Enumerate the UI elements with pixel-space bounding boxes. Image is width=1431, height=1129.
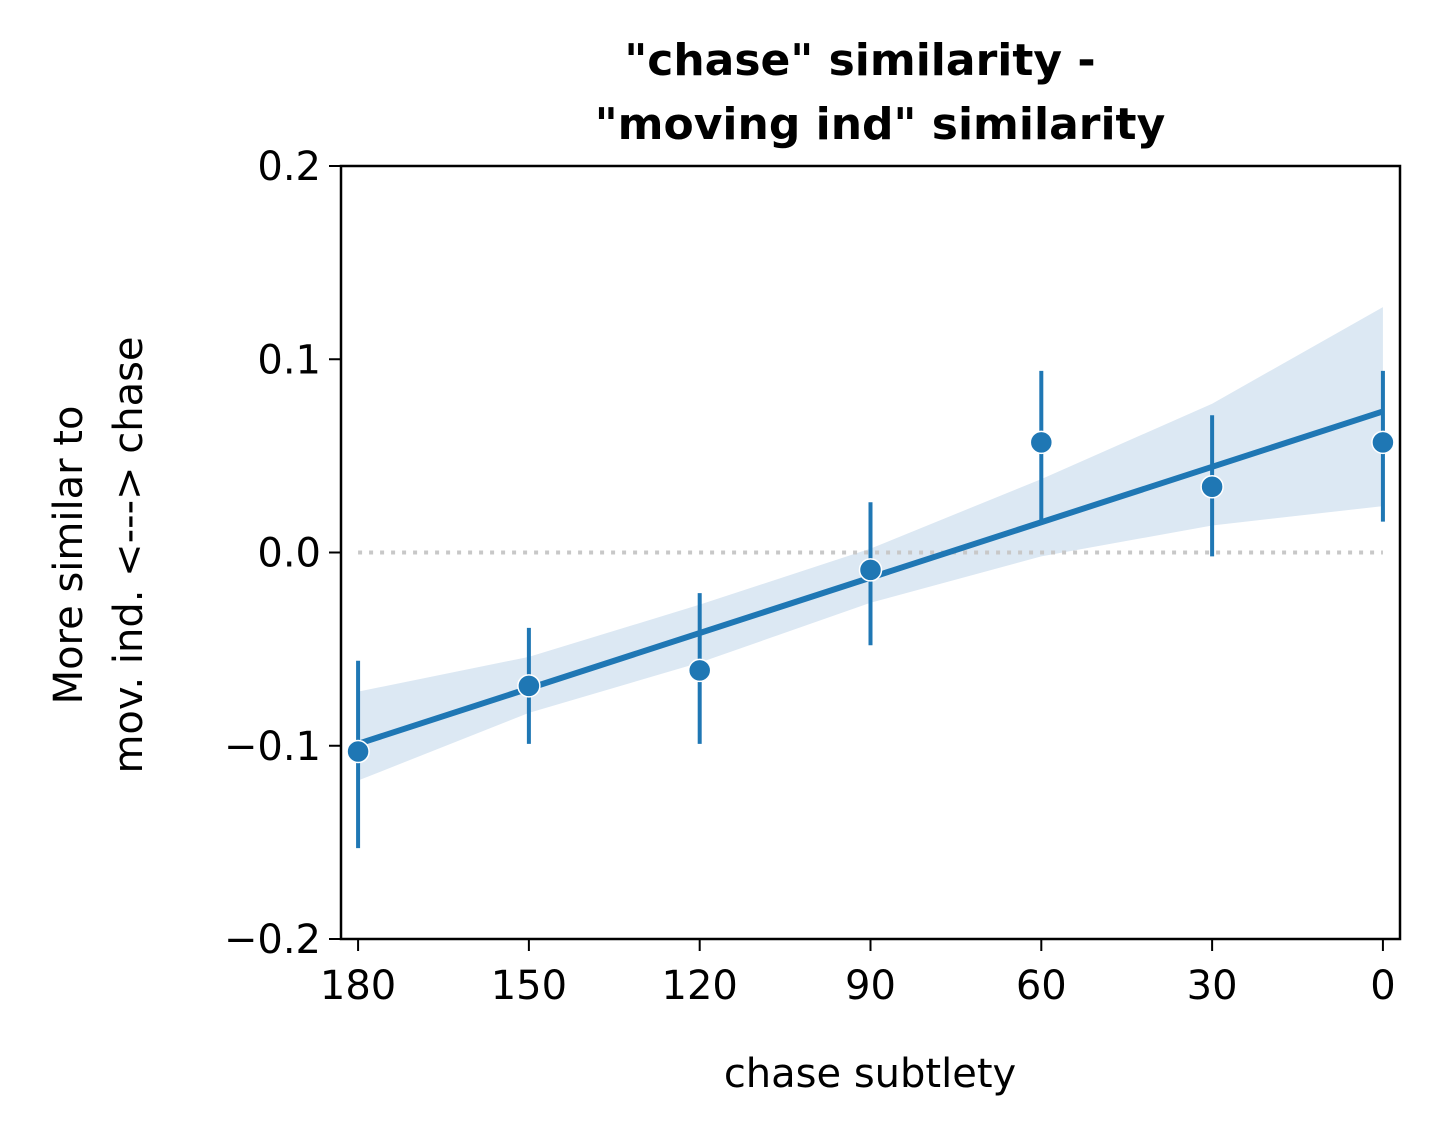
chart-title: "chase" similarity - "moving ind" simila… bbox=[595, 35, 1166, 150]
y-axis-label-line-2: mov. ind. <---> chase bbox=[106, 336, 152, 773]
data-point-5 bbox=[1200, 475, 1224, 499]
data-point-2 bbox=[687, 658, 712, 683]
x-tick-label-5: 30 bbox=[1187, 963, 1238, 1009]
data-point-4 bbox=[1029, 430, 1054, 455]
data-point-6 bbox=[1371, 430, 1395, 455]
x-tick-label-3: 90 bbox=[845, 963, 896, 1009]
y-tick-label-1: 0.1 bbox=[257, 337, 321, 383]
data-point-0 bbox=[346, 739, 370, 764]
x-tick-label-1: 150 bbox=[491, 963, 567, 1009]
x-axis-label: chase subtlety bbox=[724, 1051, 1016, 1097]
x-tick-label-2: 120 bbox=[662, 963, 738, 1009]
y-tick-label-0: 0.2 bbox=[257, 144, 321, 190]
chart-title-line-1: "chase" similarity - bbox=[624, 35, 1095, 86]
chart-title-line-2: "moving ind" similarity bbox=[595, 99, 1166, 150]
plot-area bbox=[346, 307, 1395, 849]
x-tick-label-4: 60 bbox=[1016, 963, 1067, 1009]
y-tick-label-2: 0.0 bbox=[257, 531, 321, 577]
y-tick-label-4: −0.2 bbox=[224, 917, 321, 963]
data-point-3 bbox=[858, 558, 883, 582]
y-axis-label-line-1: More similar to bbox=[46, 406, 92, 705]
x-tick-label-0: 180 bbox=[320, 963, 396, 1009]
y-axis-label: More similar to mov. ind. <---> chase bbox=[46, 336, 152, 773]
x-axis: 180 150 120 90 60 30 0 bbox=[320, 939, 1396, 1009]
y-axis: 0.2 0.1 0.0 −0.1 −0.2 bbox=[224, 144, 341, 963]
data-point-1 bbox=[517, 674, 541, 698]
y-tick-label-3: −0.1 bbox=[224, 724, 321, 770]
x-tick-label-6: 0 bbox=[1370, 963, 1395, 1009]
